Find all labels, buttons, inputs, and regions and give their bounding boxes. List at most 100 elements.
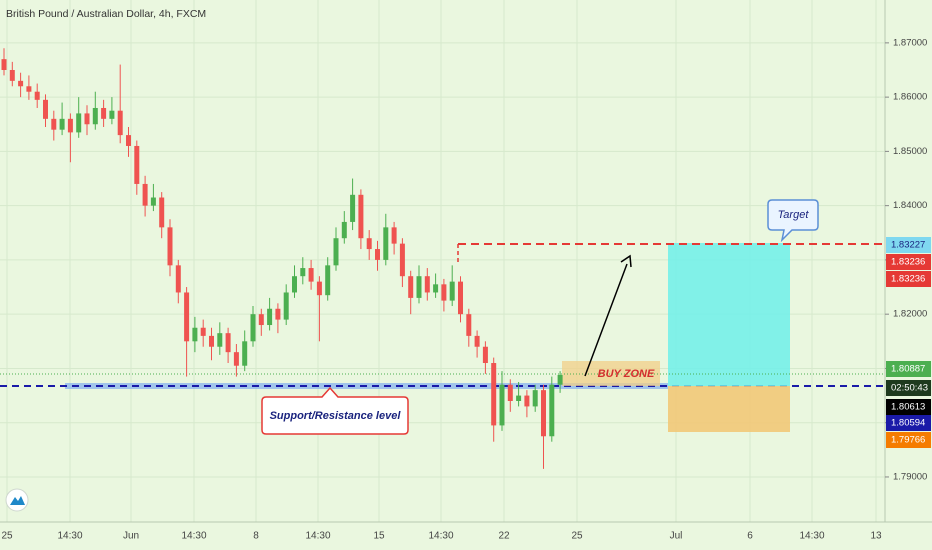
x-tick-label: 14:30 <box>799 531 824 542</box>
arrow <box>584 263 628 377</box>
candle-body <box>126 135 131 146</box>
candle-body <box>383 227 389 260</box>
candle-body <box>424 276 430 293</box>
candle-body <box>258 314 264 326</box>
candle-body <box>300 268 306 277</box>
candle-body <box>217 333 223 347</box>
chart-title: British Pound / Australian Dollar, 4h, F… <box>6 8 206 20</box>
price-label-box <box>886 237 931 253</box>
stop-zone <box>668 386 790 432</box>
x-tick-label: 8 <box>253 531 259 542</box>
buy-zone-box <box>562 361 660 386</box>
candle-body <box>391 227 397 244</box>
candle-body <box>209 335 214 347</box>
candle-body <box>192 327 198 342</box>
price-label-box <box>886 432 931 448</box>
candle-body <box>466 314 472 336</box>
candle-body <box>474 335 480 347</box>
support-label: Support/Resistance level <box>270 410 402 422</box>
candle-body <box>267 308 273 326</box>
candle-body <box>225 333 231 353</box>
price-label: 02:50:43 <box>891 383 928 394</box>
candle-body <box>1 59 7 70</box>
candle-body <box>308 268 314 282</box>
buy-zone-label: BUY ZONE <box>598 368 655 380</box>
candle-body <box>43 99 48 119</box>
candle-body <box>557 374 563 385</box>
price-label: 1.80594 <box>891 418 925 429</box>
logo-mark <box>10 496 25 505</box>
candle-body <box>532 390 538 407</box>
candle-body <box>34 91 40 100</box>
support-callout <box>261 386 409 435</box>
candle-body <box>59 118 65 130</box>
candle-body <box>76 113 82 133</box>
arrow-head <box>620 254 632 268</box>
candle-body <box>399 243 405 277</box>
candle-body <box>275 308 281 320</box>
candle-body <box>283 292 289 320</box>
candle-body <box>507 384 513 401</box>
price-label: 1.80887 <box>891 364 925 375</box>
candle-body <box>549 384 555 437</box>
candles <box>1 48 563 469</box>
candle-body <box>482 346 488 364</box>
x-tick-label: 13 <box>870 531 882 542</box>
candle-body <box>150 197 156 206</box>
price-label-box <box>886 271 931 287</box>
y-tick-label: 1.86000 <box>893 92 927 103</box>
candle-body <box>18 80 24 87</box>
candle-body <box>9 69 15 81</box>
candle-body <box>167 227 173 266</box>
price-label: 1.83236 <box>891 274 925 285</box>
candle-body <box>524 395 530 407</box>
candle-body <box>200 327 206 336</box>
x-tick-label: 14:30 <box>57 531 82 542</box>
x-tick-label: 14:30 <box>181 531 206 542</box>
candle-body <box>134 145 140 184</box>
x-tick-label: 6 <box>747 531 753 542</box>
candle-body <box>109 110 115 119</box>
target-zone <box>668 243 790 386</box>
price-label: 1.80613 <box>891 402 925 413</box>
candle-body <box>316 281 322 296</box>
y-tick-label: 1.79000 <box>893 471 927 482</box>
candle-body <box>449 281 455 301</box>
candle-body <box>458 281 463 315</box>
x-tick-label: Jul <box>670 531 683 542</box>
target-label: Target <box>778 209 810 221</box>
candle-body <box>366 238 372 250</box>
x-tick-label: 25 <box>571 531 583 542</box>
candle-body <box>117 110 123 136</box>
candle-body <box>67 118 73 133</box>
price-label-box <box>886 361 931 377</box>
candle-body <box>292 276 297 293</box>
candle-body <box>84 113 90 125</box>
candle-body <box>416 276 422 298</box>
price-label: 1.79766 <box>891 435 925 446</box>
candle-body <box>92 107 98 125</box>
candle-body <box>541 390 546 437</box>
candle-body <box>375 249 380 260</box>
price-label-box <box>886 380 931 396</box>
candle-body <box>358 194 364 239</box>
candle-body <box>441 284 447 301</box>
candle-body <box>433 284 439 293</box>
price-label-box <box>886 399 931 415</box>
candle-body <box>350 194 356 222</box>
y-tick-label: 1.82000 <box>893 309 927 320</box>
candle-body <box>184 292 190 342</box>
candle-body <box>233 352 239 366</box>
candle-body <box>101 107 107 119</box>
candle-body <box>499 384 505 426</box>
candle-body <box>325 265 331 296</box>
candle-body <box>242 341 248 366</box>
candle-body <box>333 238 339 266</box>
price-label: 1.83236 <box>891 257 925 268</box>
axes: 1.790001.800001.810001.820001.830001.840… <box>1 37 931 542</box>
price-label-box <box>886 415 931 431</box>
candle-body <box>159 197 165 228</box>
candle-body <box>341 221 347 239</box>
